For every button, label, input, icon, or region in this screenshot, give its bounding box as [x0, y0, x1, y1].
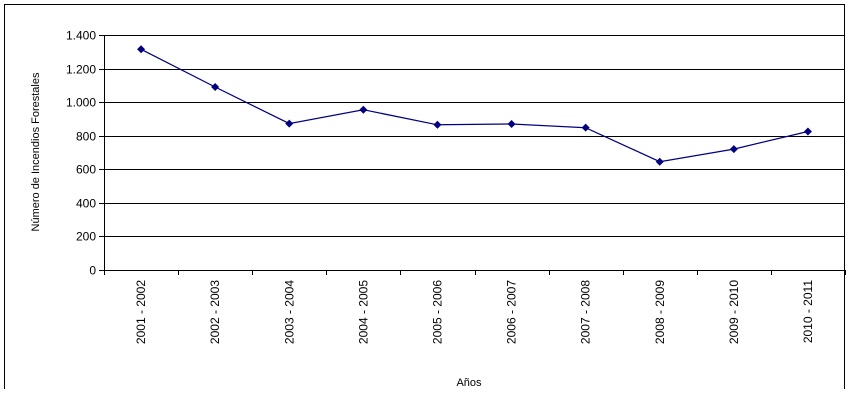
data-point [803, 127, 812, 136]
series-line [140, 48, 809, 163]
x-tick-label: 2007 - 2008 [579, 280, 593, 344]
y-tick-label: 1.400 [66, 29, 96, 43]
y-axis-title: Número de Incendios Forestales [30, 72, 42, 231]
x-tick-label: 2001 - 2002 [134, 280, 148, 344]
axes [99, 35, 846, 275]
x-axis-title: Años [456, 377, 482, 389]
x-tick-label: 2009 - 2010 [727, 280, 741, 344]
y-tick-label: 1.200 [66, 63, 96, 77]
y-tick-label: 0 [89, 264, 96, 278]
data-point [655, 157, 664, 166]
data-point [507, 119, 516, 128]
x-tick-label: 2010 - 2011 [801, 280, 815, 343]
data-point [137, 45, 146, 54]
x-tick-label: 2006 - 2007 [505, 280, 519, 344]
y-tick-label: 600 [76, 163, 96, 177]
gridlines [104, 35, 845, 237]
y-tick-label: 1.000 [66, 96, 96, 110]
data-point [211, 83, 220, 92]
y-tick-label: 400 [76, 197, 96, 211]
x-tick-label: 2008 - 2009 [653, 280, 667, 344]
data-point [729, 145, 738, 154]
series [137, 45, 812, 166]
x-tick-label: 2003 - 2004 [282, 280, 296, 344]
x-tick-label: 2002 - 2003 [208, 280, 222, 344]
data-point [433, 120, 442, 129]
y-tick-label: 200 [76, 230, 96, 244]
x-tick-label: 2005 - 2006 [430, 280, 444, 344]
chart-frame [4, 4, 845, 389]
x-tick-labels: 2001 - 2002 2002 - 2003 2003 - 2004 2004 - … [134, 280, 815, 344]
x-tick-label: 2004 - 2005 [356, 280, 370, 344]
y-tick-label: 800 [76, 130, 96, 144]
y-tick-labels: 0 200 400 600 800 1.000 1.200 1.400 [66, 29, 96, 278]
data-point [581, 123, 590, 132]
data-point [285, 119, 294, 128]
data-point [359, 105, 368, 114]
